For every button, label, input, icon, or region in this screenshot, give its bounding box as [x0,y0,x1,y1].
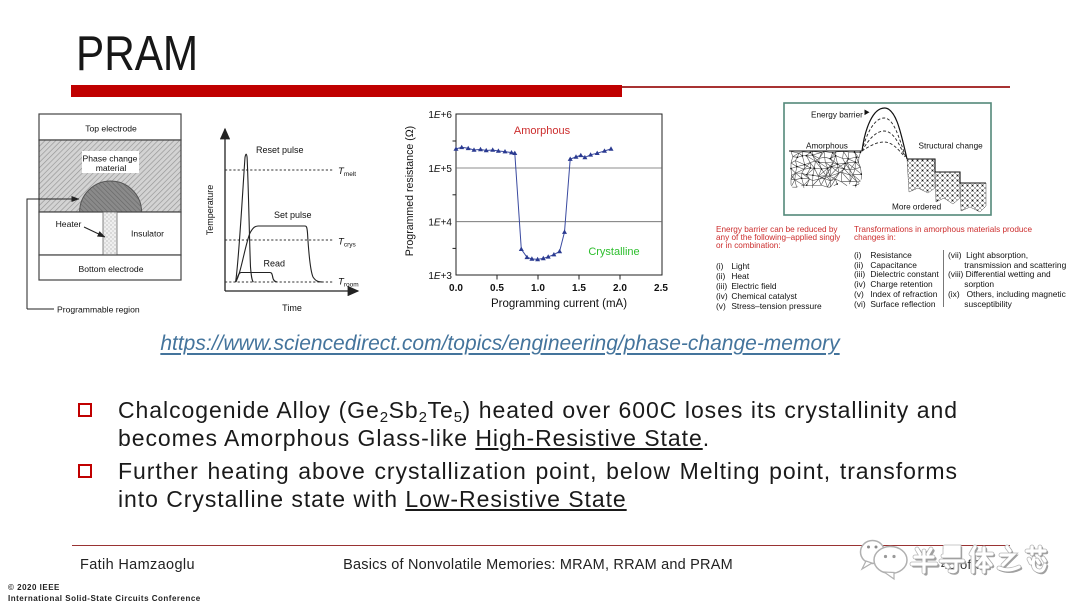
svg-text:Programming current (mA): Programming current (mA) [491,298,627,310]
svg-text:Tcrys: Tcrys [338,237,356,249]
svg-text:Read: Read [264,259,286,269]
svg-text:Bottom electrode: Bottom electrode [79,264,144,274]
svg-text:1E+6: 1E+6 [428,110,452,121]
svg-text:Reset pulse: Reset pulse [256,145,304,155]
svg-text:Troom: Troom [338,277,359,289]
svg-text:Heater: Heater [56,219,82,229]
svg-text:0.5: 0.5 [490,283,504,294]
svg-text:1E+5: 1E+5 [428,164,452,175]
svg-text:1E+4: 1E+4 [428,218,452,229]
svg-text:Crystalline: Crystalline [588,246,639,258]
svg-text:Amorphous: Amorphous [514,125,571,137]
svg-text:Set pulse: Set pulse [274,210,312,220]
svg-text:More ordered: More ordered [892,203,942,212]
svg-text:Structural change: Structural change [919,142,984,151]
svg-text:Programmed resistance (Ω): Programmed resistance (Ω) [404,126,416,256]
svg-text:Programmable region: Programmable region [57,305,140,315]
svg-text:1.0: 1.0 [531,283,545,294]
svg-text:Insulator: Insulator [131,229,164,239]
svg-text:1.5: 1.5 [572,283,586,294]
svg-text:2.5: 2.5 [654,283,668,294]
svg-text:Temperature: Temperature [205,185,215,236]
svg-text:Top electrode: Top electrode [85,123,137,133]
svg-text:1E+3: 1E+3 [428,271,452,282]
svg-text:Energy barrier: Energy barrier [811,111,863,120]
svg-text:Time: Time [282,303,302,313]
svg-text:0.0: 0.0 [449,283,463,294]
svg-text:Amorphous: Amorphous [806,142,848,151]
svg-text:material: material [96,163,127,173]
svg-text:Phase change: Phase change [83,153,138,163]
svg-text:Tmelt: Tmelt [338,166,356,178]
svg-text:2.0: 2.0 [613,283,627,294]
